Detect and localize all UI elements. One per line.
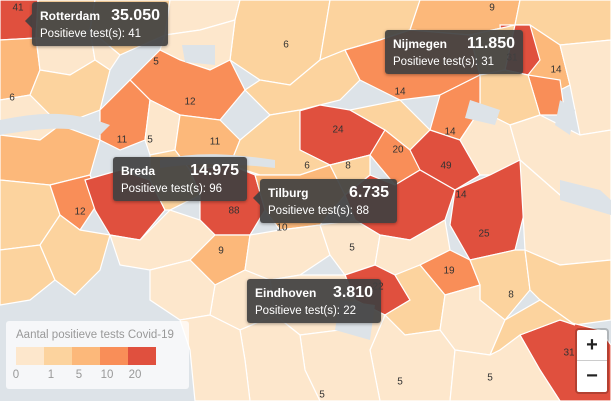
municipality-value-label: 11 [210,137,221,148]
municipality-value-label: 41 [12,3,24,14]
legend-ticks: 0 1 5 10 20 [6,369,189,383]
municipality-value-label: 19 [443,266,455,277]
legend-swatch [72,347,100,365]
legend-swatches [16,347,156,365]
legend-tick: 5 [75,369,83,381]
municipality-value-label: 14 [550,65,562,76]
popup-city: Rotterdam [40,9,101,23]
legend-swatch [100,347,128,365]
municipality-value-label: 12 [74,207,86,218]
municipality-value-label: 12 [184,97,196,108]
zoom-out-button[interactable]: − [586,364,598,387]
popup-tilburg: Tilburg 6.735 Positieve test(s): 88 [253,179,397,223]
municipality-value-label: 14 [444,127,456,138]
municipality-value-label: 6 [9,93,15,104]
municipality-value-label: 5 [349,243,355,254]
municipality-value-label: 10 [276,223,288,234]
legend-swatch [128,347,156,365]
municipality-value-label: 24 [332,125,344,136]
municipality-value-label: 9 [489,3,495,14]
popup-tests: Positieve test(s): 96 [121,183,222,195]
popup-tests: Positieve test(s): 41 [40,28,141,40]
legend-swatch [16,347,44,365]
popup-rotterdam: Rotterdam 35.050 Positieve test(s): 41 [25,2,168,46]
zoom-in-button[interactable]: + [577,330,607,361]
municipality-value-label: 20 [392,145,404,156]
popup-tests: Positieve test(s): 88 [268,205,369,217]
popup-tests: Positieve test(s): 22 [255,305,356,317]
popup-city: Eindhoven [255,286,317,300]
popup-nijmegen: Nijmegen 11.850 Positieve test(s): 31 [385,30,523,74]
popup-count: 35.050 [111,7,160,24]
municipality-value-label: 88 [228,206,240,217]
municipality-value-label: 8 [508,290,514,301]
municipality-value-label: 14 [394,87,406,98]
municipality-value-label: 8 [345,161,351,172]
popup-city: Nijmegen [393,37,448,51]
popup-city: Tilburg [268,186,309,200]
municipality-value-label: 5 [153,57,159,68]
legend-title: Aantal positieve tests Covid-19 [16,329,174,341]
legend-tick: 20 [128,369,142,381]
popup-tests: Positieve test(s): 31 [393,56,494,68]
popup-breda: Breda 14.975 Positieve test(s): 96 [113,157,247,201]
legend-tick: 10 [100,369,114,381]
municipality-value-label: 25 [478,229,490,240]
popup-count: 3.810 [332,284,373,301]
municipality-value-label: 9 [218,246,224,257]
municipality-value-label: 6 [304,161,310,172]
municipality-value-label: 5 [487,373,493,384]
municipality-value-label: 49 [440,161,452,172]
municipality-value-label: 14 [455,190,467,201]
municipality-value-label: 5 [397,377,403,388]
popup-city: Breda [121,164,156,178]
popup-count: 11.850 [466,35,515,52]
legend-tick: 0 [12,369,20,381]
popup-eindhoven: Eindhoven 3.810 Positieve test(s): 22 [247,279,381,323]
municipality-value-label: 5 [147,135,153,146]
municipality-value-label: 11 [117,135,128,146]
municipality-value-label: 5 [319,390,325,401]
legend-swatch [44,347,72,365]
map-legend: Aantal positieve tests Covid-19 0 1 5 10… [6,321,189,389]
municipality-value-label: 6 [283,40,289,51]
popup-count: 14.975 [190,162,239,179]
popup-arrow [253,191,260,205]
popup-arrow [25,14,32,28]
popup-count: 6.735 [348,184,389,201]
zoom-control: + − [575,328,609,394]
legend-tick: 1 [47,369,55,381]
municipality-value-label: 31 [563,348,575,359]
